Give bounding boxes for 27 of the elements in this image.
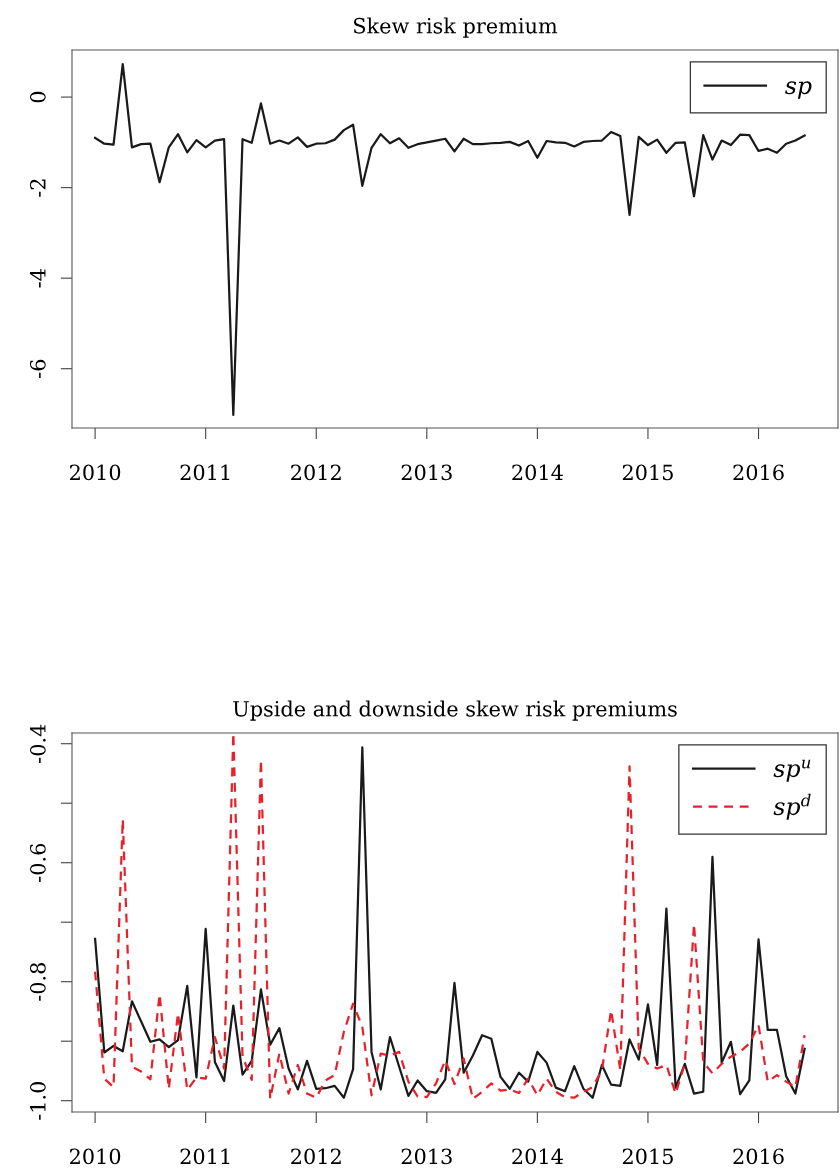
legend-label: sp$^{d}$	[773, 793, 811, 820]
y-tick-label: -0.4	[29, 724, 46, 763]
y-tick-label: -4	[29, 269, 46, 288]
x-tick-label: 2012	[291, 1148, 341, 1165]
x-tick-label: 2011	[180, 464, 230, 481]
y-tick-label: -6	[29, 359, 46, 378]
legend-label: sp$^{u}$	[773, 759, 811, 782]
chart-title: Upside and downside skew risk premiums	[233, 700, 677, 721]
x-tick-label: 2011	[180, 1148, 230, 1165]
x-tick-label: 2014	[512, 464, 563, 481]
x-tick-label: 2010	[70, 464, 121, 481]
x-tick-label: 2016	[733, 464, 784, 481]
x-tick-label: 2012	[291, 464, 341, 481]
x-tick-label: 2014	[512, 1148, 563, 1165]
x-tick-label: 2010	[70, 1148, 121, 1165]
x-tick-label: 2015	[622, 464, 673, 481]
x-tick-label: 2013	[401, 1148, 452, 1165]
chart-title: Skew risk premium	[354, 17, 558, 38]
y-tick-label: 0	[29, 91, 46, 103]
x-tick-label: 2013	[401, 464, 452, 481]
y-tick-label: -0.6	[29, 843, 46, 882]
x-tick-label: 2016	[733, 1148, 784, 1165]
legend-label: sp	[785, 81, 812, 99]
y-tick-label: -0.8	[29, 963, 46, 1001]
x-tick-label: 2015	[622, 1148, 673, 1165]
y-tick-label: -1.0	[29, 1081, 46, 1120]
y-tick-label: -2	[29, 179, 46, 197]
